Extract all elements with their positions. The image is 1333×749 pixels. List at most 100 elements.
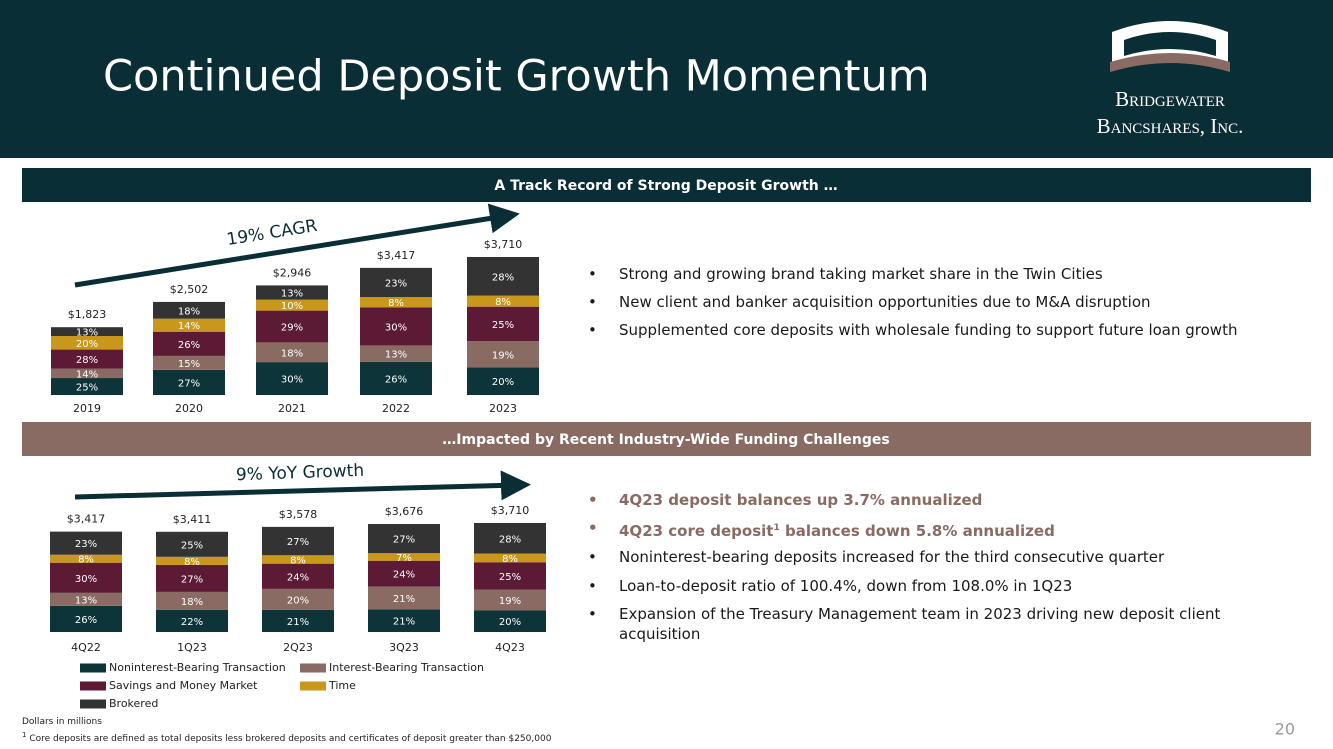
bar-segment — [467, 367, 539, 395]
bar-segment — [474, 562, 546, 590]
section-bar — [22, 422, 1311, 456]
bar-segment — [360, 307, 432, 346]
bar-segment — [51, 378, 123, 395]
bar-segment — [156, 609, 228, 632]
total-label: $3,676 — [385, 505, 424, 518]
text: balances down 5.8% annualized — [779, 522, 1055, 540]
bar-segment — [153, 331, 225, 356]
bar-segment — [262, 526, 334, 556]
segment-label: 26% — [75, 615, 97, 626]
bar-segment — [156, 531, 228, 557]
bar-segment — [153, 301, 225, 319]
segment-label: 18% — [178, 306, 200, 317]
bar-segment — [153, 355, 225, 370]
segment-label: 8% — [495, 297, 511, 308]
legend-label: Noninterest-Bearing Transaction — [109, 661, 286, 674]
segment-label: 27% — [181, 574, 203, 585]
segment-label: 13% — [75, 595, 97, 606]
x-tick-label: 2020 — [175, 402, 203, 415]
segment-label: 26% — [385, 374, 407, 385]
legend-label: Interest-Bearing Transaction — [329, 661, 484, 674]
total-label: $3,417 — [67, 513, 106, 526]
total-label: $3,417 — [377, 249, 416, 262]
segment-label: 13% — [76, 328, 98, 339]
segment-label: 25% — [76, 383, 98, 394]
segment-label: 8% — [502, 554, 518, 565]
bar-segment — [50, 531, 122, 555]
segment-label: 28% — [76, 355, 98, 366]
segment-label: 25% — [181, 540, 203, 551]
total-label: $2,502 — [170, 283, 209, 296]
x-tick-label: 2021 — [278, 402, 306, 415]
bar-segment — [474, 553, 546, 563]
segment-label: 23% — [385, 279, 407, 290]
segment-label: 30% — [385, 322, 407, 333]
total-label: $3,578 — [279, 508, 318, 521]
segment-label: 25% — [499, 572, 521, 583]
segment-label: 21% — [287, 617, 309, 628]
bar-segment — [368, 586, 440, 610]
segment-label: 24% — [393, 570, 415, 581]
segment-label: 15% — [178, 359, 200, 370]
bar-segment — [153, 369, 225, 395]
section-title: A Track Record of Strong Deposit Growth … — [494, 178, 837, 194]
bullet-text: New client and banker acquisition opport… — [619, 293, 1151, 311]
legend-swatch — [80, 681, 106, 691]
segment-label: 14% — [178, 321, 200, 332]
segment-label: 14% — [76, 369, 98, 380]
bar-segment — [368, 609, 440, 632]
bullet-text: Loan-to-deposit ratio of 100.4%, down fr… — [619, 577, 1073, 595]
bar-segment — [467, 256, 539, 296]
logo-text: Bancshares, Inc. — [1097, 114, 1244, 138]
bar-segment — [474, 610, 546, 632]
legend-swatch — [300, 663, 326, 673]
bar-segment — [262, 555, 334, 564]
bar-segment — [50, 562, 122, 593]
bar-segment — [156, 556, 228, 565]
x-tick-label: 2022 — [382, 402, 410, 415]
bar-segment — [474, 523, 546, 554]
bar-segment — [51, 349, 123, 369]
segment-label: 20% — [499, 617, 521, 628]
total-label: $2,946 — [273, 266, 312, 279]
bar-segment — [474, 589, 546, 611]
segment-label: 28% — [492, 272, 514, 283]
text: Core deposits are defined as total depos… — [26, 734, 552, 744]
segment-label: 24% — [287, 572, 309, 583]
segment-label: 20% — [492, 377, 514, 388]
page-number: 20 — [1275, 720, 1295, 739]
x-tick-label: 4Q22 — [71, 641, 101, 654]
logo-text: Bridgewater — [1115, 87, 1225, 111]
section-bar — [22, 168, 1311, 202]
bar-segment — [50, 554, 122, 563]
bar-segment — [262, 609, 334, 632]
segment-label: 29% — [281, 323, 303, 334]
bar-segment — [51, 336, 123, 350]
total-label: $1,823 — [68, 308, 107, 321]
legend-label: Savings and Money Market — [109, 679, 258, 692]
segment-label: 21% — [393, 617, 415, 628]
x-tick-label: 4Q23 — [495, 641, 525, 654]
segment-label: 18% — [181, 597, 203, 608]
footnote: Dollars in millions — [22, 717, 102, 727]
x-tick-label: 2Q23 — [283, 641, 313, 654]
growth-arrow — [74, 470, 531, 501]
legend-swatch — [80, 663, 106, 673]
bullet: 4Q23 deposit balances up 3.7% annualized — [588, 490, 1300, 510]
bar-segment — [256, 310, 328, 343]
superscript: 1 — [22, 731, 27, 739]
bar-segment — [256, 362, 328, 395]
bullet: Loan-to-deposit ratio of 100.4%, down fr… — [588, 576, 1300, 596]
bar-segment — [256, 285, 328, 300]
legend-swatch — [300, 681, 326, 691]
legend-label: Time — [328, 679, 356, 692]
bullet: New client and banker acquisition opport… — [588, 292, 1300, 312]
segment-label: 21% — [393, 594, 415, 605]
segment-label: 8% — [184, 557, 200, 568]
bar-segment — [156, 564, 228, 592]
bar-segment — [153, 318, 225, 332]
bar-segment — [360, 297, 432, 308]
bar-segment — [368, 523, 440, 554]
